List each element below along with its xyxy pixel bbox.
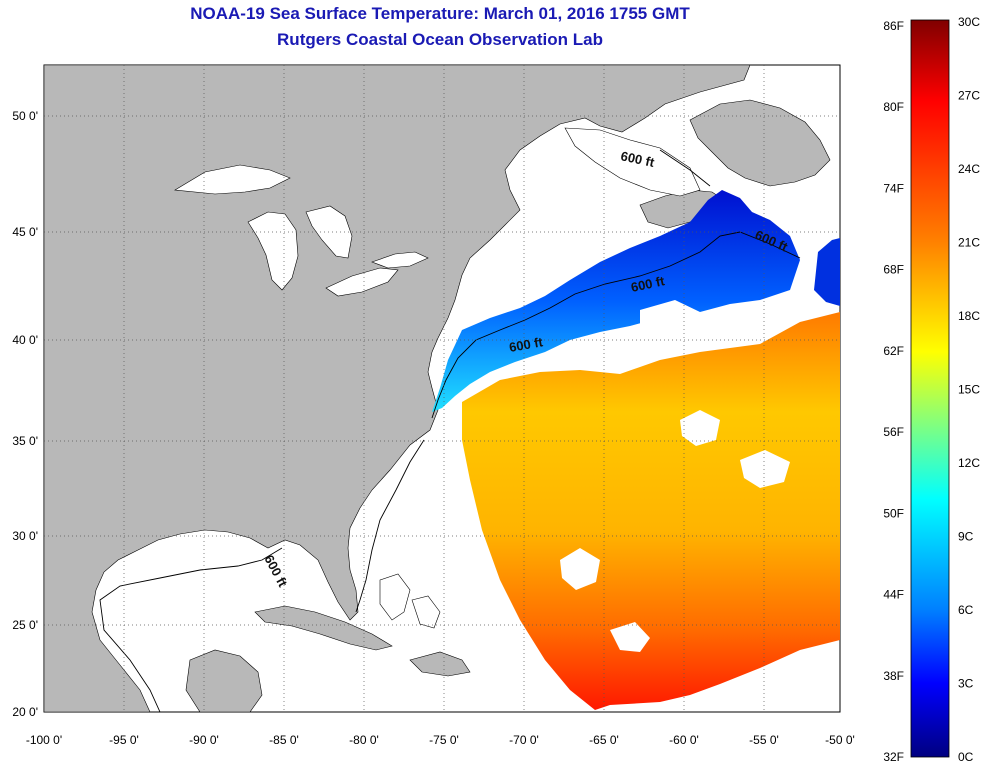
latitude-tick-label: 25 0' bbox=[12, 618, 38, 632]
colorbar-c-label: 18C bbox=[958, 309, 980, 323]
colorbar-f-label: 86F bbox=[883, 19, 904, 33]
land-cuba bbox=[254, 605, 393, 651]
colorbar-c-label: 9C bbox=[958, 530, 974, 544]
map-subtitle: Rutgers Coastal Ocean Observation Lab bbox=[277, 30, 603, 49]
map-title: NOAA-19 Sea Surface Temperature: March 0… bbox=[190, 4, 690, 23]
latitude-tick-label: 50 0' bbox=[12, 109, 38, 123]
longitude-tick-label: -80 0' bbox=[349, 733, 379, 747]
longitude-tick-label: -70 0' bbox=[509, 733, 539, 747]
sst-warm-swath bbox=[462, 312, 840, 710]
latitude-tick-label: 40 0' bbox=[12, 333, 38, 347]
colorbar-c-label: 15C bbox=[958, 383, 980, 397]
colorbar-c-label: 30C bbox=[958, 15, 980, 29]
sst-cold-east bbox=[814, 238, 840, 306]
colorbar-f-label: 62F bbox=[883, 344, 904, 358]
land-north-america bbox=[44, 65, 751, 712]
longitude-tick-label: -90 0' bbox=[189, 733, 219, 747]
latitude-tick-label: 30 0' bbox=[12, 529, 38, 543]
longitude-tick-label: -95 0' bbox=[109, 733, 139, 747]
colorbar-f-label: 80F bbox=[883, 100, 904, 114]
colorbar-c-label: 27C bbox=[958, 89, 980, 103]
longitude-tick-label: -50 0' bbox=[825, 733, 855, 747]
graticule bbox=[44, 65, 840, 712]
colorbar-celsius-labels: 30C 27C 24C 21C 18C 15C 12C 9C 6C 3C 0C bbox=[958, 15, 980, 764]
colorbar-f-label: 74F bbox=[883, 181, 904, 195]
contour-600ft bbox=[99, 149, 801, 712]
colorbar-f-label: 56F bbox=[883, 425, 904, 439]
colorbar-f-label: 44F bbox=[883, 588, 904, 602]
longitude-tick-label: -60 0' bbox=[669, 733, 699, 747]
colorbar-c-label: 3C bbox=[958, 677, 974, 691]
colorbar-c-label: 6C bbox=[958, 603, 974, 617]
land-newfoundland bbox=[689, 99, 831, 187]
colorbar-f-label: 50F bbox=[883, 506, 904, 520]
contour-label: 600 ft bbox=[619, 148, 656, 170]
bahamas-banks bbox=[379, 573, 441, 629]
land-yucatan bbox=[185, 649, 263, 712]
colorbar-fahrenheit-labels: 86F 80F 74F 68F 62F 56F 50F 44F 38F 32F bbox=[883, 19, 904, 764]
colorbar-c-label: 21C bbox=[958, 236, 980, 250]
colorbar-c-label: 12C bbox=[958, 456, 980, 470]
colorbar-f-label: 68F bbox=[883, 263, 904, 277]
contour-label: 600 ft bbox=[630, 273, 667, 295]
longitude-tick-label: -85 0' bbox=[269, 733, 299, 747]
longitude-tick-labels: -100 0' -95 0' -90 0' -85 0' -80 0' -75 0' -70… bbox=[26, 733, 855, 747]
cloud-gaps bbox=[560, 300, 790, 652]
longitude-tick-label: -65 0' bbox=[589, 733, 619, 747]
latitude-tick-labels: 50 0' 45 0' 40 0' 35 0' 30 0' 25 0' 20 0' bbox=[12, 109, 38, 719]
colorbar bbox=[910, 19, 950, 758]
longitude-tick-label: -75 0' bbox=[429, 733, 459, 747]
latitude-tick-label: 45 0' bbox=[12, 225, 38, 239]
longitude-tick-label: -100 0' bbox=[26, 733, 62, 747]
latitude-tick-label: 20 0' bbox=[12, 705, 38, 719]
colorbar-c-label: 24C bbox=[958, 162, 980, 176]
colorbar-f-label: 32F bbox=[883, 750, 904, 764]
colorbar-f-label: 38F bbox=[883, 669, 904, 683]
land-hispaniola bbox=[409, 651, 471, 677]
great-lakes bbox=[174, 164, 429, 297]
latitude-tick-label: 35 0' bbox=[12, 434, 38, 448]
st-lawrence-gulf bbox=[564, 127, 701, 197]
longitude-tick-label: -55 0' bbox=[749, 733, 779, 747]
contour-label: 600 ft bbox=[508, 334, 545, 355]
colorbar-c-label: 0C bbox=[958, 750, 974, 764]
